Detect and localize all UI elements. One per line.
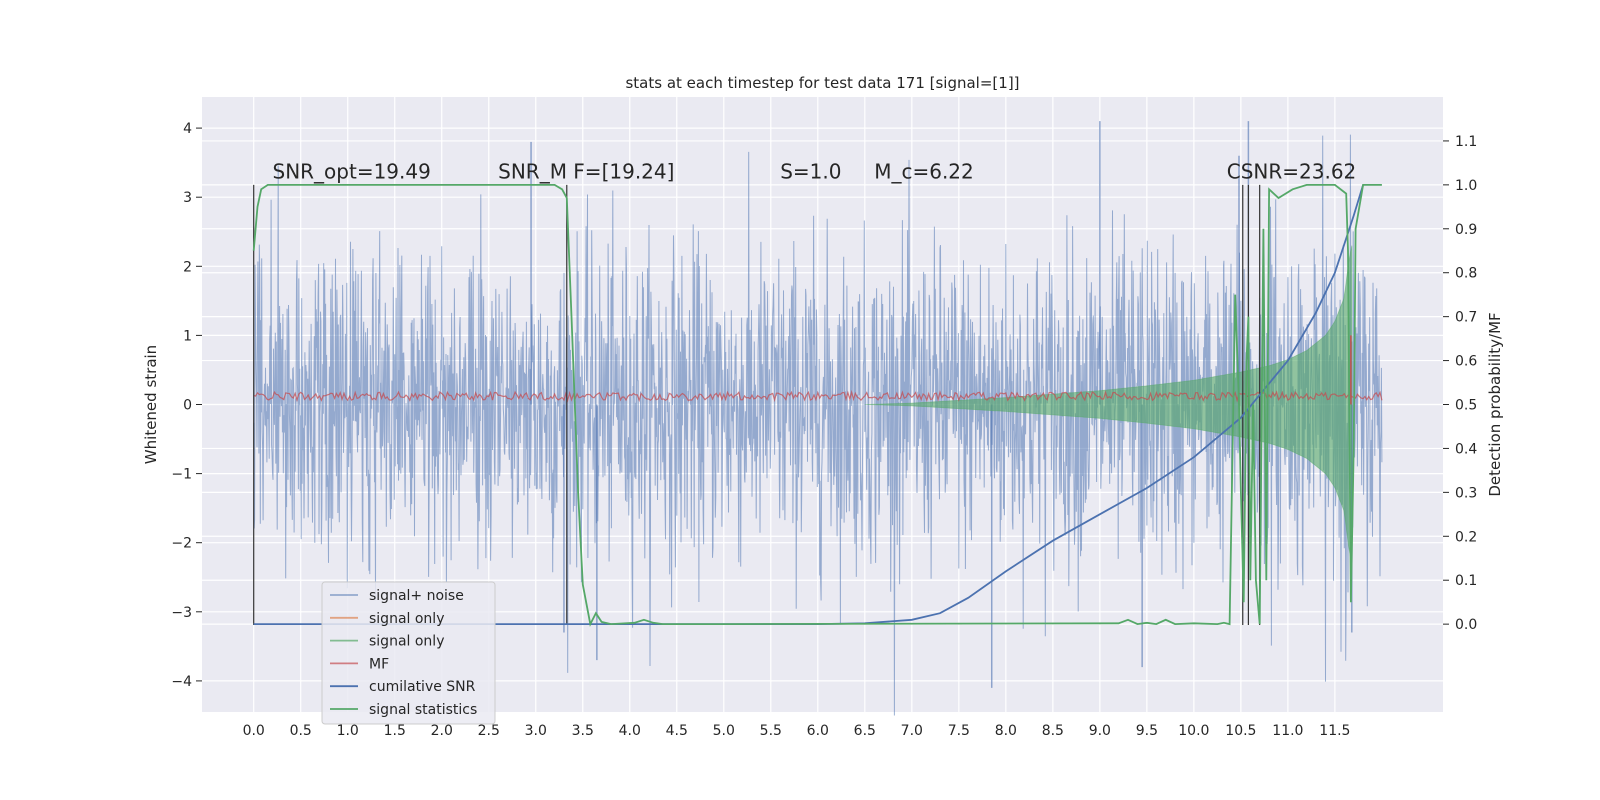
x-tick-label: 7.0 <box>901 723 923 739</box>
y2-tick-label: 0.0 <box>1455 617 1477 633</box>
x-tick-label: 7.5 <box>948 723 970 739</box>
x-axis-ticks: 0.0 0.5 1.0 1.5 2.0 2.5 3.0 3.5 4.0 4.5 5.0 5.5 6.0 6… <box>243 723 1351 739</box>
x-tick-label: 9.0 <box>1089 723 1111 739</box>
legend-label: signal+ noise <box>369 588 464 604</box>
chart-title: stats at each timestep for test data 171… <box>625 74 1019 92</box>
y2-tick-label: 1.1 <box>1455 134 1477 150</box>
signal-only-series <box>864 245 1353 564</box>
y-tick-label: 4 <box>183 121 192 137</box>
x-tick-label: 4.5 <box>666 723 688 739</box>
legend-box <box>321 581 496 725</box>
y-axis-label: Whitened strain <box>142 345 160 464</box>
y2-tick-label: 0.8 <box>1455 266 1477 282</box>
x-tick-label: 10.5 <box>1225 723 1256 739</box>
y-tick-label: 1 <box>183 328 192 344</box>
y2-tick-label: 0.3 <box>1455 485 1477 501</box>
annotation: CSNR=23.62 <box>1227 159 1357 183</box>
legend-label: signal statistics <box>369 702 477 718</box>
annotation: S=1.0 <box>780 159 841 183</box>
signal-envelope <box>864 245 1353 564</box>
x-tick-label: 2.5 <box>478 723 500 739</box>
y-tick-label: 2 <box>183 259 192 275</box>
x-tick-label: 10.0 <box>1178 723 1209 739</box>
y2-tick-label: 0.4 <box>1455 441 1477 457</box>
y-axis-ticks: −4 −3 −2 −1 0 1 2 3 4 <box>171 121 202 690</box>
noise-line <box>253 134 1383 716</box>
y2-tick-label: 0.7 <box>1455 310 1477 326</box>
x-tick-label: 0.5 <box>290 723 312 739</box>
mf-series <box>253 335 1383 405</box>
vertical-markers <box>253 184 1261 626</box>
x-tick-label: 6.0 <box>807 723 829 739</box>
y2-tick-label: 0.1 <box>1455 573 1477 589</box>
x-tick-label: 2.0 <box>431 723 453 739</box>
annotation: SNR_opt=19.49 <box>273 159 431 183</box>
legend-label: cumilative SNR <box>369 679 476 695</box>
signal-statistics-series <box>252 184 1382 627</box>
legend-label: signal only <box>369 611 444 627</box>
x-tick-label: 1.0 <box>337 723 359 739</box>
y2-tick-label: 1.0 <box>1455 178 1477 194</box>
y-tick-label: 3 <box>183 190 192 206</box>
y2-tick-label: 0.9 <box>1455 222 1477 238</box>
annotation: M_c=6.22 <box>874 159 974 183</box>
y-tick-label: −2 <box>171 536 192 552</box>
x-tick-label: 8.0 <box>995 723 1017 739</box>
x-tick-label: 6.5 <box>854 723 876 739</box>
legend-label: signal only <box>369 634 444 650</box>
signal-statistics-line <box>252 184 1382 627</box>
x-tick-label: 3.5 <box>572 723 594 739</box>
legend: signal+ noise signal only signal only MF cum… <box>321 581 496 725</box>
y-tick-label: −1 <box>171 467 192 483</box>
y2-axis-ticks: 0.0 0.1 0.2 0.3 0.4 0.5 0.6 0.7 0.8 0.9 1.0 1.1 <box>1443 134 1477 633</box>
x-tick-label: 4.0 <box>619 723 641 739</box>
mf-line <box>253 389 1383 403</box>
annotations: SNR_opt=19.49 SNR_M F=[19.24] S=1.0 M_c=6.2… <box>273 159 1357 183</box>
x-tick-label: 5.0 <box>713 723 735 739</box>
y-tick-label: 0 <box>183 398 192 414</box>
y-tick-label: −4 <box>171 674 192 690</box>
x-tick-label: 3.0 <box>525 723 547 739</box>
x-tick-label: 11.0 <box>1272 723 1303 739</box>
y-tick-label: −3 <box>171 605 192 621</box>
y2-tick-label: 0.6 <box>1455 354 1477 370</box>
signal-plus-noise-series <box>253 121 1383 716</box>
x-tick-label: 9.5 <box>1136 723 1158 739</box>
x-tick-label: 11.5 <box>1319 723 1350 739</box>
legend-label: MF <box>369 656 389 672</box>
y2-tick-label: 0.2 <box>1455 529 1477 545</box>
x-tick-label: 5.5 <box>760 723 782 739</box>
annotation: SNR_M F=[19.24] <box>498 159 674 183</box>
x-tick-label: 8.5 <box>1042 723 1064 739</box>
x-tick-label: 1.5 <box>384 723 406 739</box>
y2-axis-label: Detection probability/MF <box>1486 312 1504 496</box>
x-tick-label: 0.0 <box>243 723 265 739</box>
y2-tick-label: 0.5 <box>1455 398 1477 414</box>
